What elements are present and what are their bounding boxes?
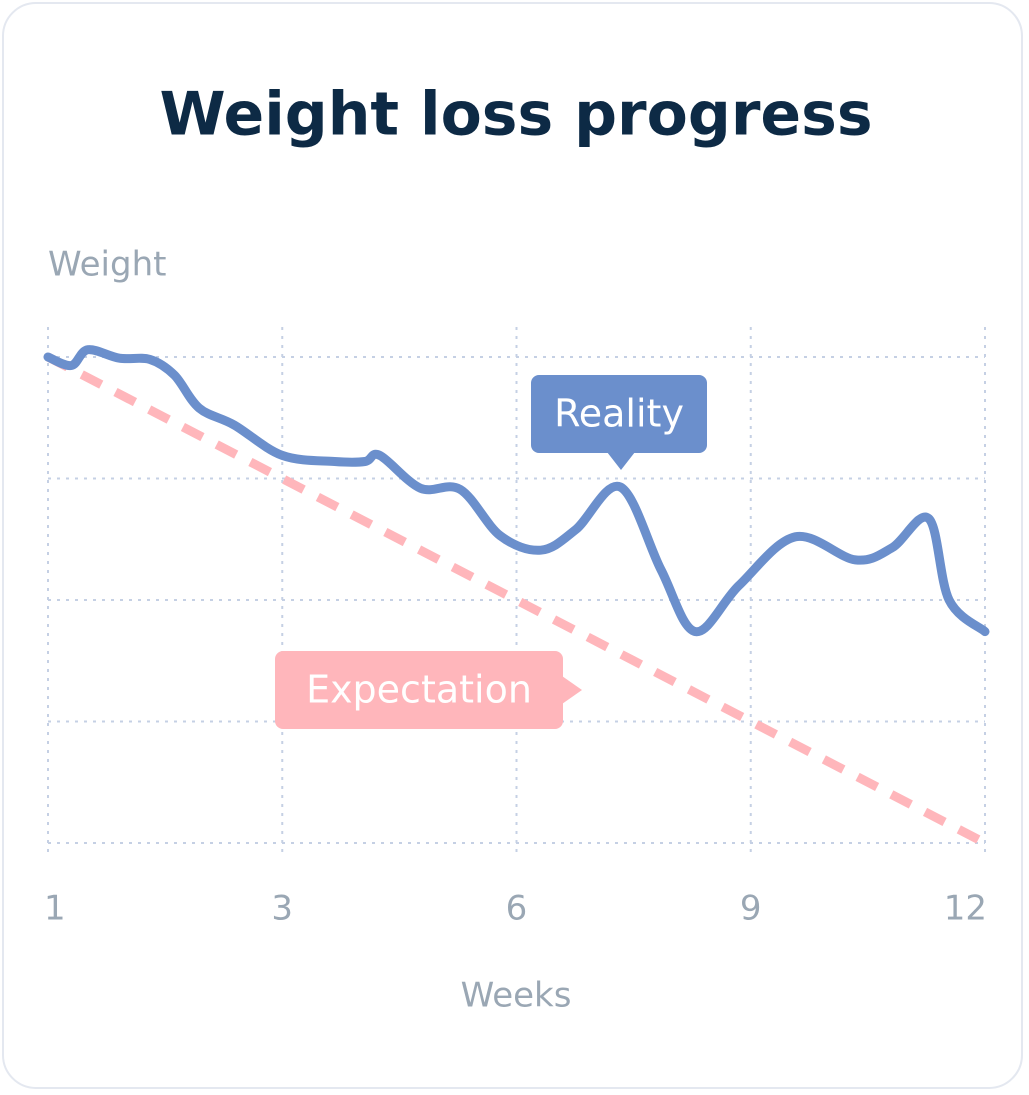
badge-pointer: [562, 676, 582, 704]
line: [45, 353, 988, 847]
x-tick-label: 6: [506, 889, 528, 929]
legend-label: Expectation: [306, 668, 532, 712]
x-tick-label: 9: [740, 889, 762, 929]
x-axis-label: Weeks: [461, 976, 572, 1016]
legend-label: Reality: [554, 392, 684, 436]
line: [43, 345, 990, 637]
x-tick-label: 1: [44, 889, 66, 929]
badge-box: [531, 375, 707, 453]
series-badge: Expectation: [275, 651, 582, 729]
x-tick-label: 3: [271, 889, 293, 929]
badge-box: [275, 651, 563, 729]
chart-title: Weight loss progress: [159, 80, 872, 150]
series-badge: Reality: [531, 375, 707, 470]
y-axis-label: Weight: [48, 245, 166, 285]
x-tick-label: 12: [944, 889, 987, 929]
badge-pointer: [607, 452, 635, 470]
